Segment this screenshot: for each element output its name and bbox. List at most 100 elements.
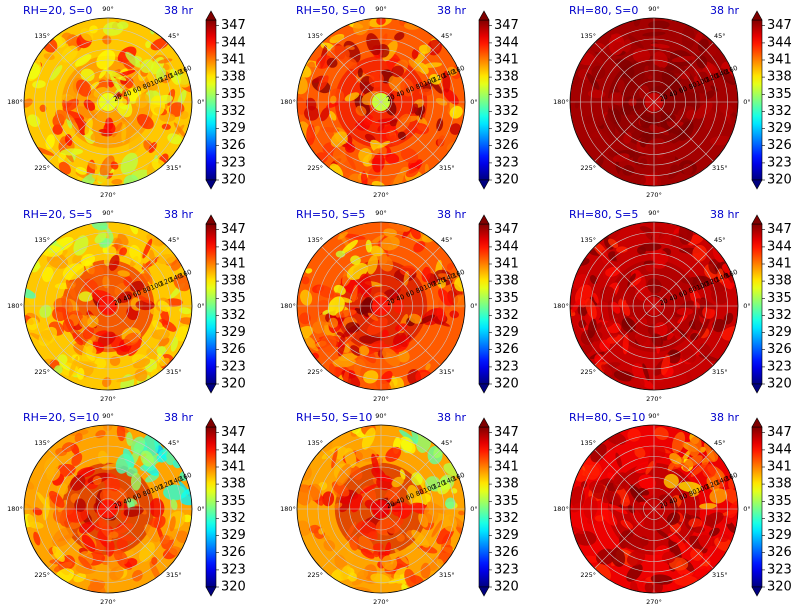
angle-tick-label: 180°	[7, 505, 23, 513]
field-blob	[70, 474, 86, 491]
plot-border	[569, 17, 739, 187]
field-blob	[169, 68, 181, 85]
field-blob	[107, 246, 117, 256]
field-blob	[608, 238, 619, 249]
radial-tick-label: 40	[668, 293, 679, 304]
field-blob	[400, 78, 414, 97]
grid-spoke	[594, 42, 655, 103]
field-blob	[688, 489, 700, 497]
radial-tick-label: 40	[668, 89, 679, 100]
field-blob	[156, 254, 176, 265]
colorbar-tick-label: 347	[221, 425, 246, 440]
angle-tick-label: 180°	[7, 302, 23, 310]
field-blob	[583, 496, 598, 519]
colorbar: 347 344 341 338 335 332 329 326 323 320	[478, 417, 519, 597]
field-blob	[317, 75, 329, 91]
panel-title: RH=80, S=10	[569, 411, 645, 424]
radial-tick-label: 40	[122, 496, 133, 507]
colorbar-tick-label: 323	[221, 155, 246, 170]
field-blob	[425, 363, 431, 371]
field-blob	[150, 37, 170, 51]
field-blob	[386, 520, 401, 534]
field-blob	[179, 317, 192, 325]
field-blob	[365, 239, 372, 253]
field-blob	[667, 461, 675, 472]
colorbar-tick-label: 329	[767, 528, 792, 543]
field-blob	[98, 518, 112, 538]
field-blob	[642, 363, 650, 382]
field-blob	[306, 124, 316, 146]
angle-tick-label: 45°	[714, 32, 726, 40]
field-blob	[578, 319, 587, 329]
colorbar-tick-label: 338	[221, 70, 246, 85]
field-blob	[58, 161, 71, 175]
field-blob	[385, 153, 400, 165]
radial-tick-label: 40	[668, 496, 679, 507]
field-blob	[78, 291, 94, 302]
polar-panel: 20 40 60 8010012014016090°45°0°315°270°225°…	[553, 411, 792, 606]
field-blob	[446, 66, 458, 76]
angle-tick-label: 90°	[648, 209, 660, 217]
angle-tick-label: 315°	[166, 164, 182, 172]
field-blob	[332, 146, 348, 165]
field-blob	[82, 325, 95, 340]
field-blob	[647, 76, 662, 88]
field-blob	[111, 178, 123, 185]
colorbar-tick-label: 329	[221, 121, 246, 136]
colorbar-tick-label: 341	[494, 257, 519, 272]
field-blob	[676, 307, 693, 316]
field-blob	[148, 81, 158, 91]
field-blob	[117, 233, 129, 246]
colorbar-tick-label: 341	[767, 257, 792, 272]
field-blob	[586, 72, 600, 90]
field-blob	[574, 530, 597, 546]
field-blob	[419, 545, 438, 554]
field-blob	[139, 542, 155, 563]
colorbar-tick-label: 338	[494, 274, 519, 289]
field-blob	[170, 499, 178, 511]
field-blob	[319, 107, 331, 122]
field-blob	[133, 358, 151, 369]
field-blob	[94, 357, 107, 370]
field-blob	[708, 527, 720, 537]
field-blob	[367, 312, 379, 321]
field-blob	[381, 329, 389, 339]
colorbar-extend-min	[205, 586, 217, 597]
colorbar-tick-label: 332	[221, 104, 246, 119]
field-blob	[384, 542, 392, 558]
field-blob	[709, 488, 728, 504]
field-blob	[666, 512, 681, 525]
field-blob	[411, 472, 423, 486]
field-blob	[674, 575, 698, 586]
plot-border	[569, 424, 739, 594]
colorbar-extend-min	[478, 179, 490, 190]
field-blob	[126, 431, 133, 447]
field-blob	[152, 320, 163, 330]
colorbar-tick-label: 335	[767, 87, 792, 102]
angle-tick-label: 225°	[580, 571, 596, 579]
field-blob	[144, 524, 159, 543]
field-blob	[149, 95, 166, 116]
radial-tick-label: 60	[405, 492, 416, 503]
angle-tick-label: 135°	[307, 236, 323, 244]
field-blob	[413, 241, 426, 253]
field-blob	[668, 495, 679, 512]
angle-tick-label: 225°	[580, 368, 596, 376]
field-blob	[91, 174, 109, 184]
radial-tick-label: 40	[122, 293, 133, 304]
colorbar: 347 344 341 338 335 332 329 326 323 320	[478, 10, 519, 190]
field-blob	[429, 73, 442, 85]
field-blob	[681, 277, 696, 284]
colorbar-body	[205, 223, 217, 385]
colorbar: 347 344 341 338 335 332 329 326 323 320	[205, 10, 246, 190]
radial-tick-label: 60	[132, 289, 143, 300]
angle-tick-label: 270°	[373, 598, 389, 606]
colorbar-tick-label: 320	[221, 580, 246, 595]
field-blob	[66, 110, 85, 121]
field-blob	[315, 55, 332, 69]
field-blob	[412, 123, 430, 135]
grid-spoke	[380, 101, 441, 162]
field-blob	[612, 153, 630, 162]
field-blob	[686, 109, 697, 121]
panel-time: 38 hr	[437, 411, 466, 424]
